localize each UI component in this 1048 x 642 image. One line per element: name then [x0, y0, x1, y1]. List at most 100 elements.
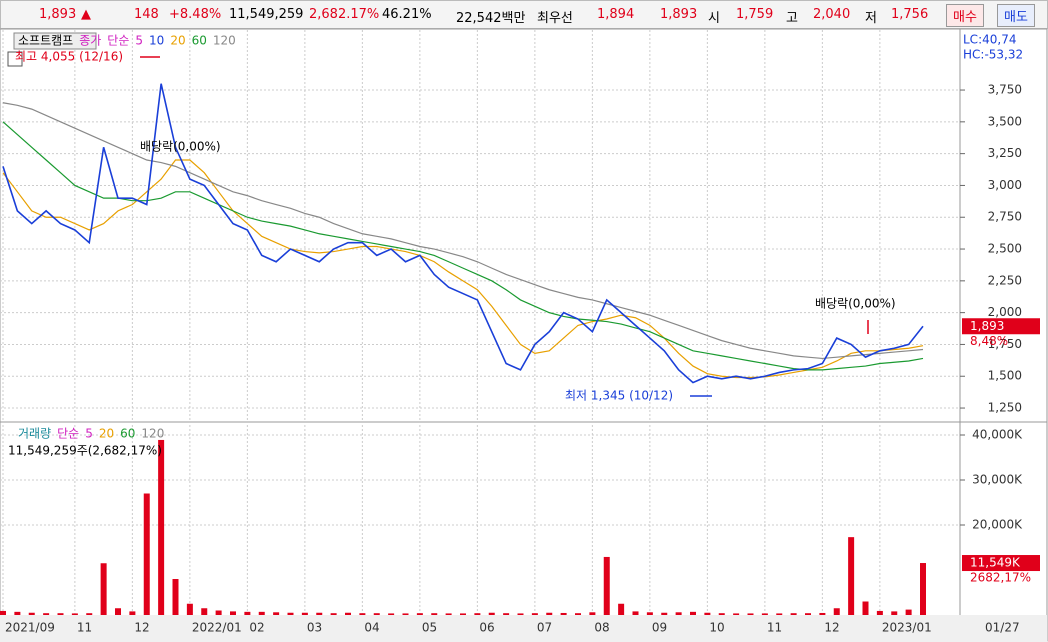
- volume-bar: [905, 609, 912, 615]
- x-tick-label: 11: [767, 621, 782, 635]
- frame: [0, 28, 1048, 642]
- volume-bar: [575, 613, 581, 615]
- volume-bar: [790, 613, 797, 615]
- buy-button[interactable]: 매수: [946, 4, 984, 27]
- volume-bar: [172, 578, 179, 615]
- volume-bar: [14, 611, 21, 615]
- y-tick-label: 3,500: [988, 114, 1022, 128]
- volume: 11,549,259: [229, 7, 304, 22]
- y-tick-label: 2,000: [988, 305, 1022, 319]
- x-tick-label: 12: [134, 621, 149, 635]
- volume-bar: [143, 493, 150, 615]
- volume-bar: [215, 610, 222, 615]
- volume-bar: [230, 611, 236, 615]
- volume-bar: [359, 613, 366, 615]
- legend-label: 거래량: [18, 427, 51, 441]
- y-tick-label: 3,750: [988, 83, 1022, 97]
- volume-bar: [920, 563, 926, 615]
- high-label: 고: [786, 11, 798, 26]
- volume-bar: [891, 611, 898, 615]
- volume-bar: [517, 613, 524, 615]
- x-tick-label: 10: [709, 621, 724, 635]
- volume-bar: [345, 612, 351, 615]
- x-tick-label: 2021/09: [5, 621, 55, 635]
- best-label: 최우선: [537, 11, 573, 26]
- bid: 1,893: [660, 7, 698, 22]
- last-change: 2682,17%: [970, 571, 1031, 585]
- y-tick-label: 1,250: [988, 401, 1022, 415]
- volume-bar: [603, 556, 610, 615]
- low: 1,756: [891, 7, 929, 22]
- x-tick-label: 05: [422, 621, 437, 635]
- x-tick-label: 03: [307, 621, 322, 635]
- sell-button[interactable]: 매도: [997, 4, 1035, 27]
- volume-bar: [115, 608, 121, 615]
- x-tick-label: 11: [77, 621, 92, 635]
- high: 2,040: [813, 7, 851, 22]
- price-line: [2, 83, 924, 384]
- ma-line: [2, 102, 924, 360]
- volume-bar: [28, 612, 35, 615]
- x-tick-label: 04: [364, 621, 379, 635]
- y-tick-label: 1,750: [988, 337, 1022, 351]
- y-tick-label: 2,250: [988, 273, 1022, 287]
- volume-bar: [488, 612, 495, 615]
- last-value-box: [962, 318, 1040, 335]
- volume-bar: [876, 610, 883, 615]
- volume-bar: [416, 613, 423, 615]
- y-tick-label: 3,250: [988, 146, 1022, 160]
- volume-bar: [316, 612, 323, 615]
- legend-item: 5: [85, 427, 93, 441]
- volume-bar: [618, 603, 625, 615]
- last-value-label: 11,549K: [970, 556, 1021, 570]
- volume-bar: [675, 612, 682, 615]
- volume-bar: [373, 613, 380, 615]
- volume-bar: [819, 612, 826, 615]
- open-label: 시: [708, 11, 720, 26]
- volume-bar: [589, 612, 596, 615]
- legend-item: 60: [120, 427, 135, 441]
- turnover: 46.21%: [382, 7, 432, 22]
- volume-bar: [57, 613, 64, 615]
- volume-bar: [0, 610, 6, 615]
- volume-ratio: 2,682.17%: [309, 7, 380, 22]
- volume-bar: [546, 612, 553, 615]
- annotation: 최고 4,055 (12/16): [15, 50, 123, 64]
- legend-item: 10: [149, 34, 164, 48]
- legend-item: 120: [213, 34, 236, 48]
- quote-bar: 1,893 ▲ 148 +8.48% 11,549,259 2,682.17% …: [0, 0, 1048, 29]
- volume-bar: [388, 613, 395, 615]
- x-tick-label: 2023/01: [882, 621, 932, 635]
- volume-summary: 11,549,259주(2,682,17%): [8, 444, 162, 458]
- annotation: 최저 1,345 (10/12): [565, 389, 673, 403]
- icon[interactable]: [7, 51, 23, 67]
- volume-bar: [833, 608, 840, 615]
- arrow: ▲: [81, 7, 91, 22]
- ma-line: [2, 121, 924, 371]
- volume-bar: [258, 611, 265, 615]
- volume-bar: [862, 601, 869, 615]
- volume-bar: [287, 612, 294, 615]
- current-date: 01/27: [985, 621, 1020, 635]
- volume-bar: [474, 613, 481, 615]
- x-tick-label: 02: [249, 621, 264, 635]
- x-tick-label: 12: [824, 621, 839, 635]
- volume-bar: [733, 613, 740, 615]
- x-tick-label: 09: [652, 621, 667, 635]
- volume-bar: [632, 611, 639, 615]
- legend-item: 5: [135, 34, 143, 48]
- volume-bar: [805, 613, 811, 615]
- volume-bar: [201, 608, 208, 615]
- volume-bar: [718, 613, 725, 615]
- open: 1,759: [736, 7, 774, 22]
- last-value-box: [962, 555, 1040, 572]
- volume-bar: [761, 613, 768, 615]
- volume-bar: [560, 612, 567, 615]
- price: 1,893: [39, 7, 77, 22]
- legend-label: 단순: [57, 427, 79, 441]
- y-tick-label: 30,000K: [972, 472, 1023, 486]
- stock-name: 소프트캠프: [18, 34, 73, 48]
- volume-bar: [129, 611, 136, 615]
